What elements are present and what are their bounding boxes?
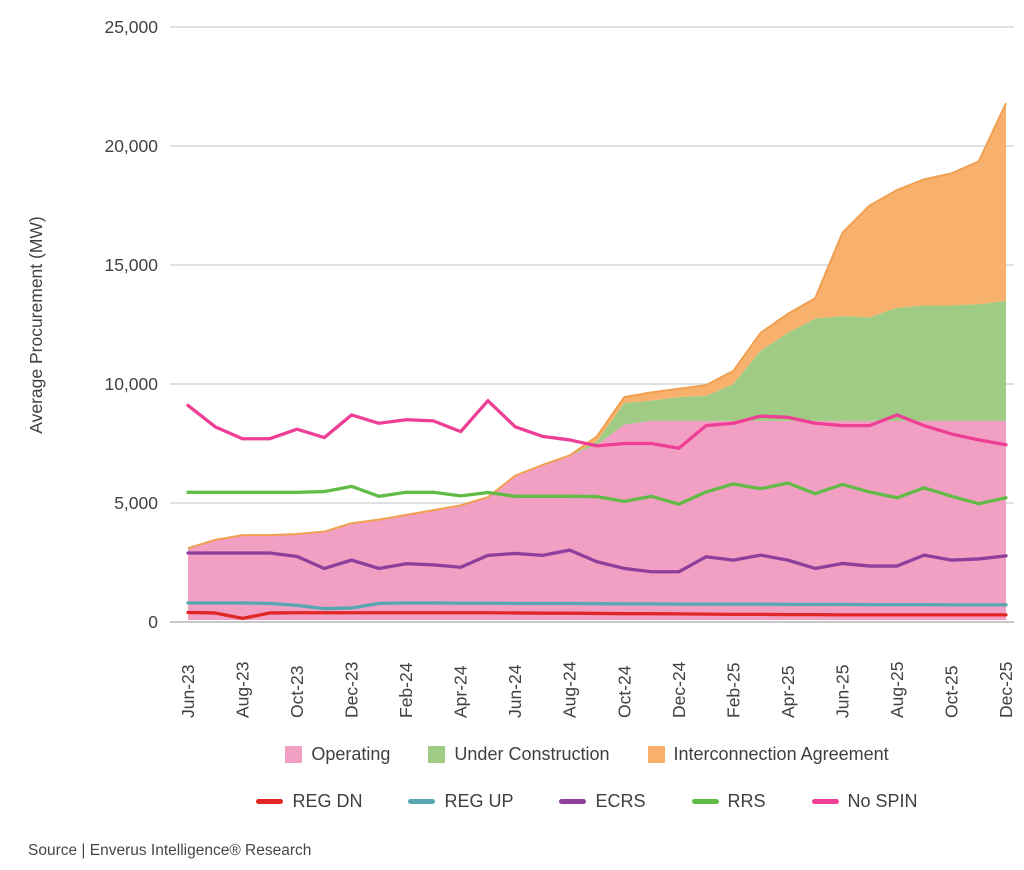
line-rrs [186, 481, 1008, 506]
y-tick-label: 25,000 [104, 17, 158, 37]
line-reg-up [186, 601, 1008, 611]
y-tick-label: 0 [148, 612, 158, 632]
x-tick-label: Jun-23 [178, 664, 198, 718]
y-tick-label: 20,000 [104, 136, 158, 156]
legend-item-ecrs: ECRS [559, 791, 646, 812]
x-tick-label: Aug-25 [887, 662, 907, 718]
no-spin-swatch [811, 799, 839, 804]
x-tick-label: Feb-25 [723, 663, 743, 718]
legend-item-interconnection-agreement: Interconnection Agreement [647, 744, 889, 765]
x-tick-label: Oct-25 [941, 665, 961, 718]
line-ecrs [186, 548, 1008, 574]
line-no-spin [186, 399, 1008, 450]
legend-label: REG DN [292, 791, 363, 811]
chart-svg: 0 5,000 10,000 15,000 20,000 25,000 Average Pr… [26, 17, 1016, 718]
legend-label: RRS [727, 791, 766, 811]
y-tick-label: 5,000 [114, 493, 158, 513]
legend-item-no-spin: No SPIN [811, 791, 918, 812]
legend-label: No SPIN [847, 791, 918, 811]
area-operating [188, 420, 1006, 620]
legend-label: ECRS [595, 791, 646, 811]
y-axis-title: Average Procurement (MW) [26, 216, 46, 434]
legend-areas: Operating Under Construction Interconnecti… [0, 744, 1024, 765]
legend-label: Interconnection Agreement [673, 744, 889, 764]
legend-label: Under Construction [454, 744, 610, 764]
x-tick-label: Aug-23 [233, 662, 253, 718]
legend-item-rrs: RRS [691, 791, 766, 812]
x-tick-label: Dec-24 [669, 661, 689, 718]
legend-item-operating: Operating [285, 744, 390, 765]
legend-lines: REG DN REG UP ECRS RRS No SPIN [0, 791, 1024, 812]
legend-item-under-construction: Under Construction [428, 744, 610, 765]
source-attribution: Source | Enverus Intelligence® Research [28, 842, 312, 859]
x-tick-label: Oct-23 [287, 665, 307, 718]
x-tick-label: Dec-25 [996, 662, 1016, 718]
legend-label: Operating [311, 744, 391, 764]
operating-swatch [285, 746, 303, 763]
x-tick-label: Jun-25 [832, 664, 852, 718]
x-tick-label: Feb-24 [396, 662, 416, 718]
legend-label: REG UP [444, 791, 514, 811]
y-tick-label: 15,000 [104, 255, 158, 275]
reg-dn-swatch [256, 799, 284, 804]
stack-top-edge [187, 102, 1007, 550]
x-tick-label: Apr-25 [778, 665, 798, 718]
reg-up-swatch [408, 799, 436, 804]
legend-item-reg-dn: REG DN [256, 791, 362, 812]
x-tick-label: Apr-24 [451, 665, 471, 718]
legend-item-reg-up: REG UP [408, 791, 513, 812]
x-tick-label: Aug-24 [560, 661, 580, 718]
x-tick-label: Jun-24 [505, 664, 525, 718]
ecrs-swatch [559, 799, 587, 804]
x-tick-label: Dec-23 [342, 662, 362, 718]
x-tick-label: Oct-24 [614, 665, 634, 718]
under-construction-swatch [428, 746, 446, 763]
procurement-chart: 0 5,000 10,000 15,000 20,000 25,000 Average Pr… [26, 17, 1016, 718]
y-tick-label: 10,000 [104, 374, 158, 394]
rrs-swatch [691, 799, 719, 804]
interconnection-agreement-swatch [647, 746, 665, 763]
line-reg-dn [186, 610, 1008, 621]
area-under-construction [188, 300, 1006, 549]
